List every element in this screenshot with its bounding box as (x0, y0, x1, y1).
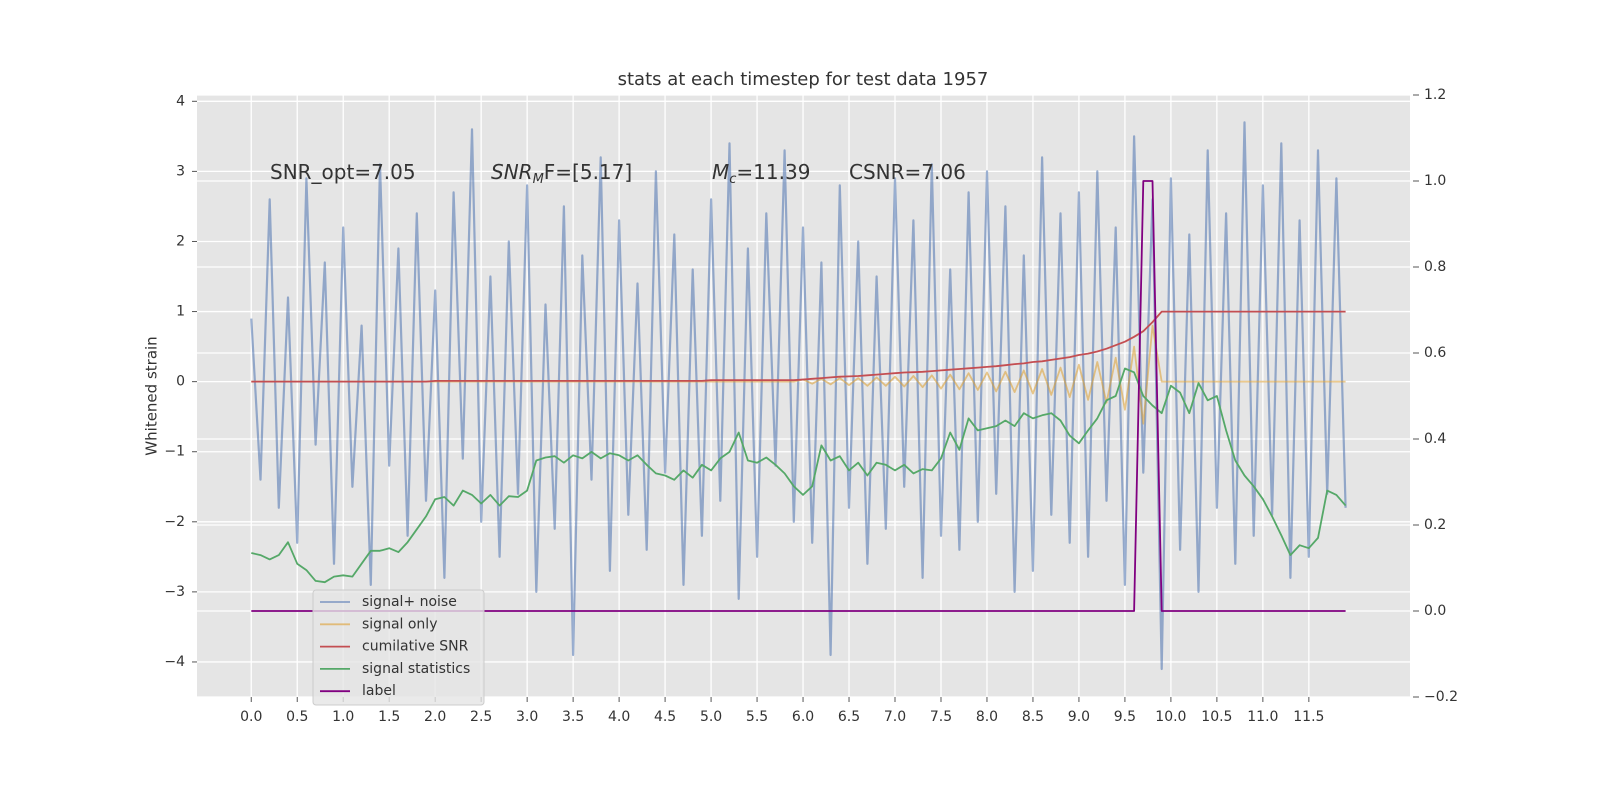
legend-label: label (362, 683, 396, 699)
y-tick-label: 2 (176, 233, 185, 249)
x-tick-label: 3.0 (516, 709, 538, 725)
y-tick-label: 0 (176, 374, 185, 390)
annotation-part: F=[5.17] (544, 160, 632, 184)
x-tick-label: 1.0 (332, 709, 354, 725)
legend-box (312, 589, 485, 706)
x-tick-label: 2.5 (470, 709, 492, 725)
x-tick-label: 9.5 (1114, 709, 1136, 725)
annotation-part: M (712, 160, 729, 184)
y-axis-label: Whitened strain (143, 336, 161, 455)
y-tick-label: −1 (164, 444, 185, 460)
x-tick-label: 11.5 (1293, 709, 1324, 725)
x-tick-label: 5.5 (746, 709, 768, 725)
series-line (251, 367, 1347, 584)
y-tick-label: 4 (176, 93, 185, 109)
series-line (250, 121, 1347, 671)
x-tick-label: 10.5 (1201, 709, 1232, 725)
x-tick-label: 2.0 (424, 709, 446, 725)
legend-label: signal only (362, 616, 437, 632)
y2-tick-label: 0.4 (1424, 431, 1446, 447)
y2-tick-label: 1.0 (1424, 173, 1446, 189)
legend-label: signal statistics (362, 661, 470, 677)
x-tick-label: 8.0 (976, 709, 998, 725)
x-tick-label: 3.5 (562, 709, 584, 725)
x-tick-label: 0.0 (240, 709, 262, 725)
x-tick-label: 7.5 (930, 709, 952, 725)
y2-tick-label: 0.2 (1424, 517, 1446, 533)
annotation-part: =11.39 (736, 160, 810, 184)
y-tick-label: 3 (176, 163, 185, 179)
y2-tick-label: −0.2 (1424, 689, 1458, 705)
series-line (251, 310, 1346, 383)
x-tick-label: 6.5 (838, 709, 860, 725)
chart-title: stats at each timestep for test data 195… (618, 69, 989, 90)
y-tick-label: −2 (164, 514, 185, 530)
y2-tick-label: 0.6 (1424, 345, 1446, 361)
y-tick-label: −4 (164, 654, 185, 670)
x-tick-label: 4.0 (608, 709, 630, 725)
annotation-part: M (533, 172, 544, 187)
x-tick-label: 4.5 (654, 709, 676, 725)
x-tick-label: 6.0 (792, 709, 814, 725)
x-tick-label: 1.5 (378, 709, 400, 725)
x-tick-label: 5.0 (700, 709, 722, 725)
x-tick-label: 8.5 (1022, 709, 1044, 725)
annotation: Mc=11.39 (712, 160, 810, 187)
annotation: CSNR=7.06 (849, 160, 966, 184)
annotation-part: SNR_opt=7.05 (270, 160, 416, 184)
x-tick-label: 7.0 (884, 709, 906, 725)
legend-label: signal+ noise (362, 594, 457, 610)
y-tick-label: 1 (176, 304, 185, 320)
annotation-part: c (729, 172, 736, 187)
annotation-part: CSNR=7.06 (849, 160, 966, 184)
annotation: SNR_opt=7.05 (270, 160, 416, 184)
x-tick-label: 0.5 (286, 709, 308, 725)
legend-label: cumilative SNR (362, 639, 469, 655)
y2-tick-label: 0.0 (1424, 603, 1446, 619)
y2-tick-label: 0.8 (1424, 259, 1446, 275)
y2-tick-label: 1.2 (1424, 87, 1446, 103)
x-tick-label: 10.0 (1155, 709, 1186, 725)
x-tick-label: 11.0 (1247, 709, 1278, 725)
annotation: SNRMF=[5.17] (491, 160, 632, 187)
annotation-part: SNR (491, 160, 533, 184)
x-tick-label: 9.0 (1068, 709, 1090, 725)
y-tick-label: −3 (164, 584, 185, 600)
